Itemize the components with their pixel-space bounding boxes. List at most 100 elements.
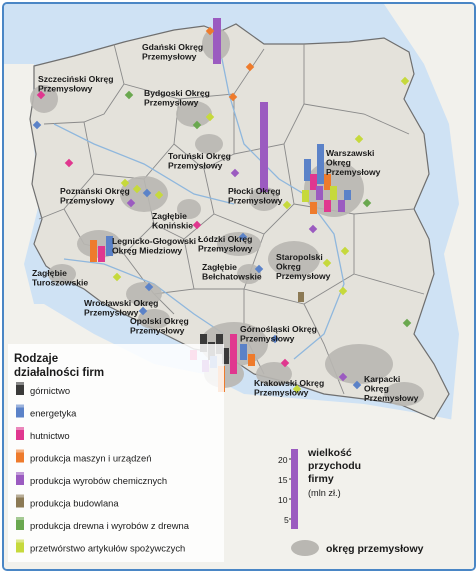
region-label-line: Zagłębie bbox=[152, 211, 187, 221]
legend-swatch bbox=[16, 452, 24, 463]
warsaw-cluster bbox=[302, 144, 351, 214]
region-label: Warszawski Okręg Przemysłowy bbox=[326, 148, 381, 177]
legend-label: energetyka bbox=[30, 408, 77, 419]
region-label: Zagłębie Turoszowskie bbox=[32, 268, 88, 288]
legend-swatch bbox=[16, 407, 24, 418]
region-label: Staropolski Okręg Przemysłowy bbox=[276, 252, 331, 281]
legend-item: produkcja budowlana bbox=[16, 494, 119, 509]
legend-swatch-top bbox=[16, 517, 24, 520]
region-label: Płocki Okręg Przemysłowy bbox=[228, 186, 283, 206]
region-label-line: Przemysłowy bbox=[276, 271, 331, 281]
region-label-line: Krakowski Okręg bbox=[254, 378, 324, 388]
legend-swatch bbox=[16, 520, 24, 530]
region-label-line: Okręg Miedziowy bbox=[112, 246, 182, 256]
legend-item: hutnictwo bbox=[16, 427, 70, 441]
region-label-line: Karpacki bbox=[364, 374, 400, 384]
region-label-line: Wrocławski Okręg bbox=[84, 298, 158, 308]
region-label: Krakowski Okręg Przemysłowy bbox=[254, 378, 324, 398]
legend-label: hutnictwo bbox=[30, 430, 70, 441]
region-label-line: Konińskie bbox=[152, 221, 193, 231]
legend-items: górnictwo energetyka hutnictwo produkcja ma… bbox=[16, 382, 190, 554]
scale-tick: 15 bbox=[278, 475, 288, 485]
region-label: Bydgoski Okręg Przemysłowy bbox=[144, 88, 210, 108]
region-label: Zagłębie Konińskie bbox=[152, 211, 193, 231]
region-label-line: Przemysłowy bbox=[228, 196, 283, 206]
region-label-line: Gdański Okręg bbox=[142, 42, 203, 52]
legend-title-line1: Rodzaje bbox=[14, 353, 58, 365]
company-markers bbox=[32, 26, 412, 394]
region-label-line: Toruński Okręg bbox=[168, 151, 231, 161]
region-label-line: Staropolski bbox=[276, 252, 323, 262]
region-label: Szczeciński Okręg Przemysłowy bbox=[38, 74, 113, 94]
bar-plock-chemical bbox=[260, 102, 268, 192]
legend-swatch-top bbox=[16, 494, 24, 498]
region-label: Łódzki Okręg Przemysłowy bbox=[198, 234, 253, 254]
scale-tick: 10 bbox=[278, 495, 288, 505]
legend-swatch bbox=[16, 475, 24, 485]
region-label-line: Przemysłowy bbox=[364, 393, 419, 403]
legend-swatch bbox=[16, 542, 24, 553]
region-label-line: Przemysłowy bbox=[240, 334, 295, 344]
legend-swatch-top bbox=[16, 404, 24, 408]
scale-title-line1: wielkość bbox=[307, 447, 352, 459]
region-label: Wrocławski Okręg Przemysłowy bbox=[84, 298, 158, 318]
region-label-line: Przemysłowy bbox=[168, 161, 223, 171]
region-label: Karpacki Okręg Przemysłowy bbox=[364, 374, 419, 403]
legend-swatch-top bbox=[16, 472, 24, 475]
industrial-area-swatch bbox=[291, 540, 319, 556]
legend-swatch-top bbox=[16, 427, 24, 430]
region-label-line: Przemysłowy bbox=[38, 84, 93, 94]
scale-title-line3: firmy bbox=[308, 473, 334, 485]
legend-swatch-top bbox=[16, 539, 24, 543]
legend-swatch-top bbox=[16, 449, 24, 453]
poland-land bbox=[29, 23, 450, 420]
legend-swatch bbox=[16, 385, 24, 395]
legend-label: produkcja drewna i wyrobów z drewna bbox=[30, 520, 190, 531]
voivodeship-borders bbox=[38, 43, 425, 395]
region-label-line: Warszawski bbox=[326, 148, 374, 158]
revenue-scale: 20 15 10 5 wielkość przychodu firmy (mln… bbox=[278, 447, 361, 529]
region-label-line: Płocki Okręg bbox=[228, 186, 281, 196]
poland-industry-map: Gdański Okręg Przemysłowy Szczeciński Okr… bbox=[4, 4, 474, 569]
industrial-area-label: okręg przemysłowy bbox=[326, 543, 424, 555]
region-label-line: Opolski Okręg bbox=[130, 316, 189, 326]
region-label-line: Turoszowskie bbox=[32, 278, 88, 288]
legend-title-line2: działalności firm bbox=[14, 367, 104, 379]
legend-item: produkcja maszyn i urządzeń bbox=[16, 449, 151, 464]
region-label-line: Zagłębie bbox=[32, 268, 67, 278]
legend-label: przetwórstwo artykułów spożywczych bbox=[30, 543, 185, 554]
scale-title-line2: przychodu bbox=[308, 460, 361, 472]
legend-item: energetyka bbox=[16, 404, 77, 419]
legend-swatch bbox=[16, 430, 24, 440]
legend-label: górnictwo bbox=[30, 385, 70, 396]
region-label-line: Bydgoski Okręg bbox=[144, 88, 210, 98]
region-label: Opolski Okręg Przemysłowy bbox=[130, 316, 189, 336]
region-label-line: Okręg bbox=[326, 158, 351, 168]
region-label-line: Przemysłowy bbox=[84, 308, 139, 318]
legend-item: przetwórstwo artykułów spożywczych bbox=[16, 539, 185, 554]
legend-item: produkcja drewna i wyrobów z drewna bbox=[16, 517, 190, 531]
region-label: Legnicko-Głogowski Okręg Miedziowy bbox=[112, 236, 196, 256]
legend-label: produkcja budowlana bbox=[30, 498, 119, 509]
scale-bar bbox=[291, 449, 298, 529]
scale-unit: (mln zł.) bbox=[308, 488, 341, 498]
legnica-cluster bbox=[90, 236, 113, 262]
region-label-line: Przemysłowy bbox=[142, 52, 197, 62]
region-label: Poznański Okręg Przemysłowy bbox=[60, 186, 130, 206]
scale-tick: 5 bbox=[284, 515, 289, 525]
region-label-line: Przemysłowy bbox=[130, 326, 185, 336]
region-label-line: Poznański Okręg bbox=[60, 186, 130, 196]
region-label-line: Bełchatowskie bbox=[202, 272, 262, 282]
region-label-line: Przemysłowy bbox=[254, 388, 309, 398]
region-label-line: Zagłębie bbox=[202, 262, 237, 272]
region-label-line: Okręg bbox=[364, 384, 389, 394]
region-label-line: Przemysłowy bbox=[144, 98, 199, 108]
region-label-line: Szczeciński Okręg bbox=[38, 74, 113, 84]
region-label: Górnośląski Okręg Przemysłowy bbox=[240, 324, 317, 344]
region-label-line: Przemysłowy bbox=[326, 167, 381, 177]
region-label-line: Górnośląski Okręg bbox=[240, 324, 317, 334]
legend-label: produkcja maszyn i urządzeń bbox=[30, 453, 151, 464]
germany-land bbox=[4, 64, 39, 314]
region-label: Zagłębie Bełchatowskie bbox=[202, 262, 262, 282]
